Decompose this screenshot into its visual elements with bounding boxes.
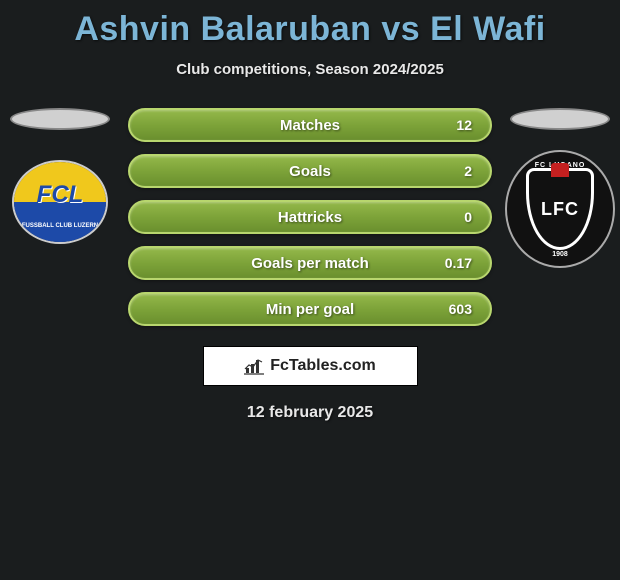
stat-value: 0.17 bbox=[445, 255, 472, 271]
lugano-inner: LFC bbox=[541, 199, 579, 220]
fcl-badge: FCL FUSSBALL CLUB LUZERN bbox=[14, 162, 106, 242]
player-ellipse-right bbox=[510, 108, 610, 130]
brand-text: FcTables.com bbox=[270, 357, 376, 375]
stat-label: Goals bbox=[289, 163, 331, 180]
fcl-subtext: FUSSBALL CLUB LUZERN bbox=[22, 223, 98, 229]
stat-value: 0 bbox=[464, 209, 472, 225]
lugano-shield: LFC bbox=[526, 168, 594, 250]
stat-bar-gpm: Goals per match 0.17 bbox=[128, 246, 492, 280]
stat-bar-goals: Goals 2 bbox=[128, 154, 492, 188]
stat-label: Hattricks bbox=[278, 209, 342, 226]
fcl-abbrev: FCL bbox=[37, 181, 84, 209]
content-row: FCL FUSSBALL CLUB LUZERN Matches 12 Goal… bbox=[0, 108, 620, 326]
page-title: Ashvin Balaruban vs El Wafi bbox=[0, 0, 620, 49]
club-badge-right: FC LUGANO LFC 1908 bbox=[505, 150, 615, 268]
club-badge-left: FCL FUSSBALL CLUB LUZERN bbox=[12, 160, 108, 244]
stat-value: 12 bbox=[456, 117, 472, 133]
chart-icon bbox=[244, 357, 264, 375]
branding-badge: FcTables.com bbox=[203, 346, 418, 386]
lugano-year: 1908 bbox=[507, 251, 613, 258]
stat-label: Min per goal bbox=[266, 301, 354, 318]
stat-bar-hattricks: Hattricks 0 bbox=[128, 200, 492, 234]
left-side: FCL FUSSBALL CLUB LUZERN bbox=[0, 108, 120, 244]
stat-label: Goals per match bbox=[251, 255, 369, 272]
comparison-card: Ashvin Balaruban vs El Wafi Club competi… bbox=[0, 0, 620, 422]
player-ellipse-left bbox=[10, 108, 110, 130]
lugano-badge: FC LUGANO LFC 1908 bbox=[507, 152, 613, 266]
stat-label: Matches bbox=[280, 117, 340, 134]
stat-value: 603 bbox=[449, 301, 472, 317]
stat-bar-matches: Matches 12 bbox=[128, 108, 492, 142]
stat-bar-mpg: Min per goal 603 bbox=[128, 292, 492, 326]
subtitle: Club competitions, Season 2024/2025 bbox=[0, 61, 620, 78]
date-text: 12 february 2025 bbox=[0, 404, 620, 422]
stats-column: Matches 12 Goals 2 Hattricks 0 Goals per… bbox=[120, 108, 500, 326]
right-side: FC LUGANO LFC 1908 bbox=[500, 108, 620, 268]
stat-value: 2 bbox=[464, 163, 472, 179]
